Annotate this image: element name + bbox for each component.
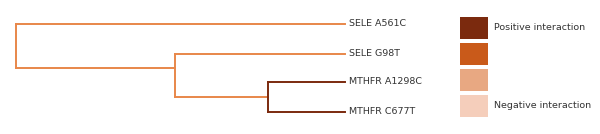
FancyBboxPatch shape xyxy=(460,69,488,91)
Text: SELE G98T: SELE G98T xyxy=(349,49,400,59)
Text: SELE A561C: SELE A561C xyxy=(349,20,406,29)
Text: MTHFR A1298C: MTHFR A1298C xyxy=(349,77,422,87)
FancyBboxPatch shape xyxy=(460,95,488,117)
Text: Positive interaction: Positive interaction xyxy=(494,23,585,33)
FancyBboxPatch shape xyxy=(460,43,488,65)
Text: Negative interaction: Negative interaction xyxy=(494,101,591,111)
FancyBboxPatch shape xyxy=(460,17,488,39)
Text: MTHFR C677T: MTHFR C677T xyxy=(349,107,415,116)
